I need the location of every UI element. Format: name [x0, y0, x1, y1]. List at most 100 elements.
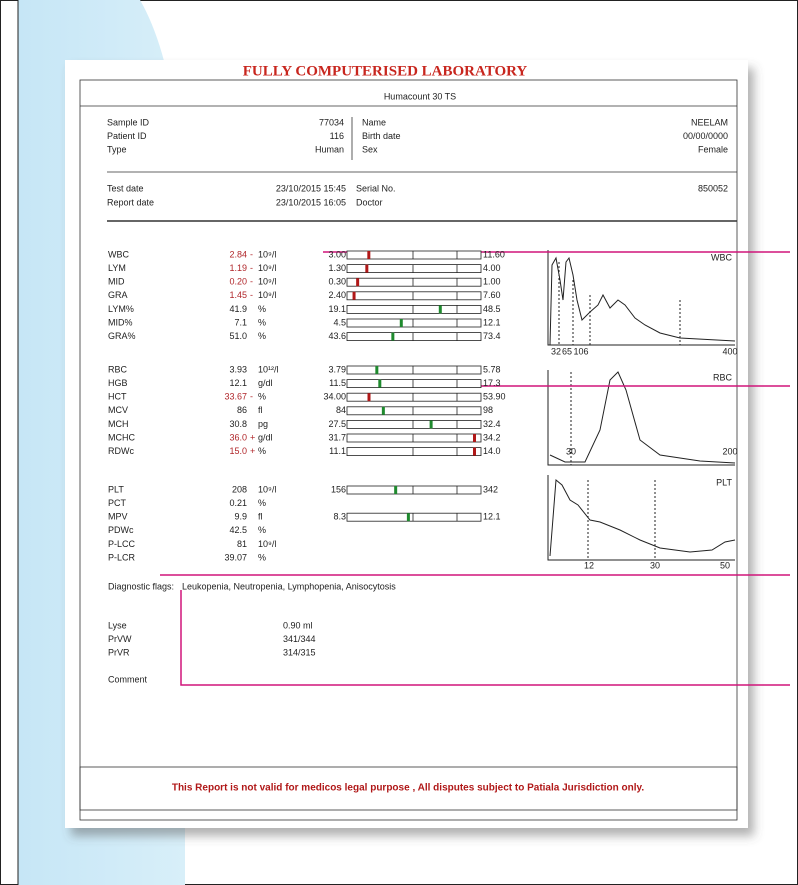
- test-value: 33.67: [224, 392, 247, 402]
- graph-guides: [587, 480, 656, 560]
- extra-label: Lyse: [108, 620, 127, 630]
- test-unit: 10⁹/l: [258, 539, 276, 549]
- test-unit: 10¹²/l: [258, 364, 279, 374]
- test-name: LYM%: [108, 304, 134, 314]
- range-low: 19.1: [328, 304, 346, 314]
- callouts: [160, 251, 790, 686]
- footer-box: [79, 766, 738, 811]
- range-marker: [473, 434, 476, 442]
- test-unit: %: [258, 304, 266, 314]
- test-name: PCT: [108, 498, 127, 508]
- test-name: MCV: [108, 405, 128, 415]
- rbc-curve: [549, 371, 736, 464]
- test-unit: %: [258, 525, 266, 535]
- graph-axis-label: 200: [722, 446, 737, 456]
- callout-line: [180, 590, 790, 686]
- range-high: 53.90: [483, 392, 506, 402]
- test-flag: +: [250, 446, 255, 456]
- field-label: Name: [362, 117, 386, 127]
- field-value: 23/10/2015 15:45: [276, 183, 346, 193]
- range-high: 17.3: [483, 378, 501, 388]
- range-low: 11.5: [329, 378, 346, 388]
- test-name: WBC: [108, 249, 129, 259]
- graph-axis-label: 106: [573, 346, 588, 356]
- test-value: 41.9: [229, 304, 247, 314]
- range-marker: [356, 278, 360, 287]
- extra-label: PrVW: [108, 634, 132, 644]
- range-low: 11.1: [329, 446, 346, 456]
- range-marker: [473, 447, 476, 456]
- range-high: 12.1: [483, 317, 501, 327]
- test-name: P-LCR: [108, 552, 136, 562]
- graph-axis-label: 30: [650, 560, 660, 570]
- field-label: Report date: [107, 197, 154, 207]
- graph-name: WBC: [711, 252, 732, 262]
- range-bar: [346, 379, 482, 389]
- range-bar: [346, 512, 482, 522]
- range-high: 73.4: [483, 331, 501, 341]
- field-label: Serial No.: [356, 183, 396, 193]
- test-unit: 10⁹/l: [258, 263, 276, 273]
- test-name: LYM: [108, 263, 126, 273]
- test-value: 51.0: [229, 331, 247, 341]
- range-marker: [406, 513, 410, 522]
- test-flag: -: [250, 277, 253, 287]
- range-bar: [346, 392, 482, 402]
- test-value: 3.93: [229, 364, 247, 374]
- range-bar: [346, 332, 482, 342]
- range-low: 31.7: [328, 432, 346, 442]
- test-unit: fl: [258, 405, 263, 415]
- range-low: 8.3: [333, 512, 346, 522]
- range-low: 43.6: [328, 331, 346, 341]
- extra-value: 0.90 ml: [283, 620, 313, 630]
- test-name: GRA%: [108, 331, 136, 341]
- range-bar: [346, 250, 482, 260]
- range-bar: [346, 304, 482, 314]
- range-low: 3.00: [328, 249, 346, 259]
- range-high: 14.0: [483, 446, 501, 456]
- test-flag: -: [250, 263, 253, 273]
- diagnostic-flags: Leukopenia, Neutropenia, Lymphopenia, An…: [182, 581, 396, 591]
- test-value: 36.0: [229, 432, 247, 442]
- graph-axis-label: 12: [584, 560, 594, 570]
- range-bar: [346, 419, 482, 429]
- range-bar: [346, 277, 482, 287]
- test-unit: %: [258, 317, 266, 327]
- graph-axis-label: 400: [722, 346, 737, 356]
- test-value: 12.1: [229, 378, 247, 388]
- range-marker: [438, 305, 442, 314]
- field-label: Patient ID: [107, 131, 147, 141]
- test-name: HGB: [108, 378, 128, 388]
- graph-axis-label: 30: [566, 446, 576, 456]
- range-marker: [365, 264, 369, 273]
- paper-border: [79, 79, 738, 821]
- test-unit: %: [258, 498, 266, 508]
- test-name: MPV: [108, 512, 128, 522]
- field-label: Sex: [362, 144, 378, 154]
- test-name: GRA: [108, 290, 128, 300]
- field-label: Sample ID: [107, 117, 150, 127]
- footer: This Report is not valid for medicos leg…: [172, 783, 645, 794]
- diagnostic-label: Diagnostic flags:: [108, 581, 174, 591]
- range-bar: [346, 406, 482, 416]
- test-name: MID: [108, 277, 125, 287]
- test-value: 0.21: [229, 498, 247, 508]
- field-value: 00/00/0000: [683, 131, 728, 141]
- test-value: 1.19: [229, 263, 247, 273]
- test-value: 208: [232, 484, 247, 494]
- range-low: 2.40: [328, 290, 346, 300]
- graph-axis: [547, 475, 735, 561]
- test-unit: %: [258, 331, 266, 341]
- range-marker: [352, 291, 356, 300]
- field-value: 116: [330, 131, 344, 141]
- test-value: 2.84: [229, 249, 247, 259]
- test-unit: %: [258, 552, 266, 562]
- test-unit: 10⁹/l: [258, 249, 276, 259]
- range-bar: [346, 433, 482, 443]
- range-high: 98: [483, 405, 493, 415]
- graph-guides: [558, 262, 681, 345]
- range-low: 156: [331, 484, 346, 494]
- range-low: 27.5: [328, 419, 346, 429]
- field-label: Birth date: [362, 131, 401, 141]
- test-name: PLT: [108, 484, 124, 494]
